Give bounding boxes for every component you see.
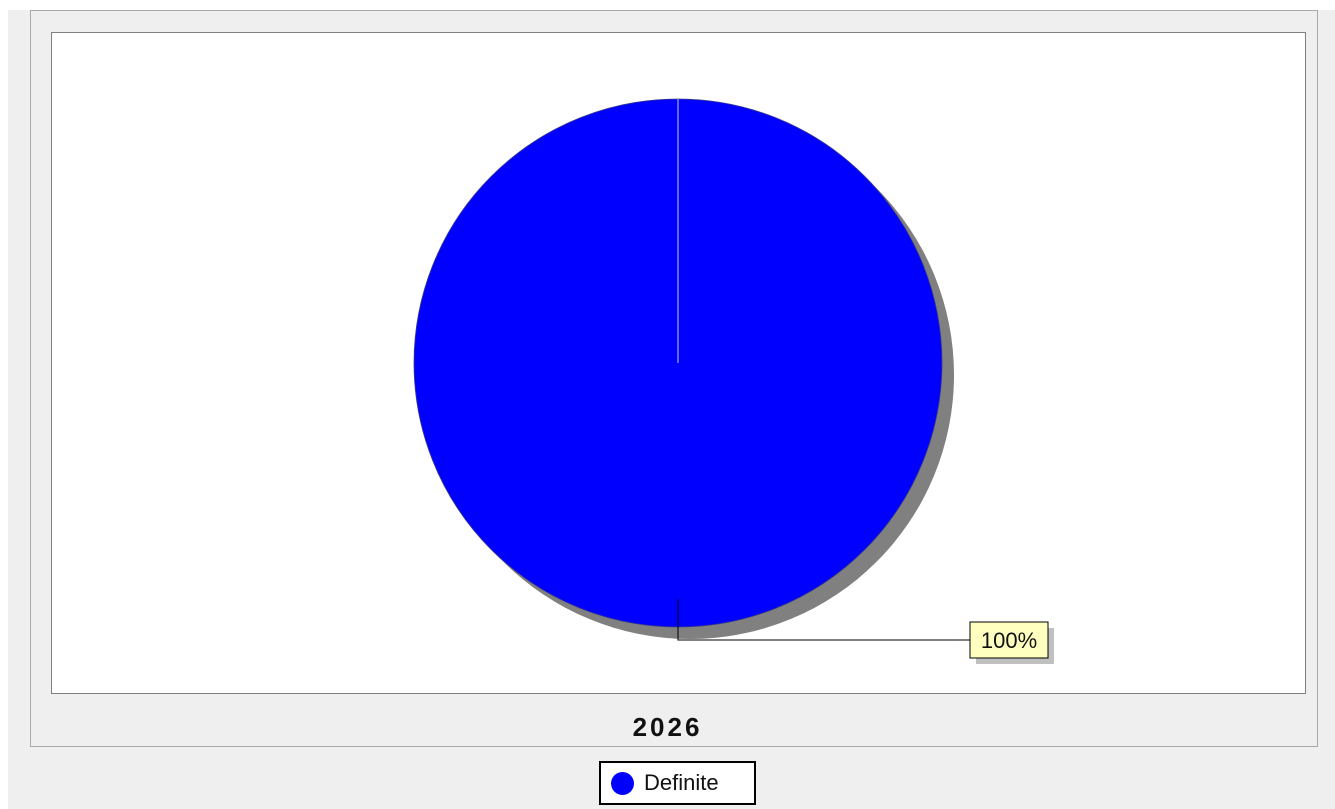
legend: Definite [599, 761, 756, 805]
legend-swatch-definite [611, 771, 634, 795]
chart-frame [30, 10, 1318, 747]
chart-title: 2026 [632, 712, 703, 742]
data-label-leader-line [677, 599, 970, 641]
legend-label-definite: Definite [644, 770, 719, 795]
data-label-definite: 100% [981, 628, 1037, 653]
data-label-box [969, 621, 1049, 659]
